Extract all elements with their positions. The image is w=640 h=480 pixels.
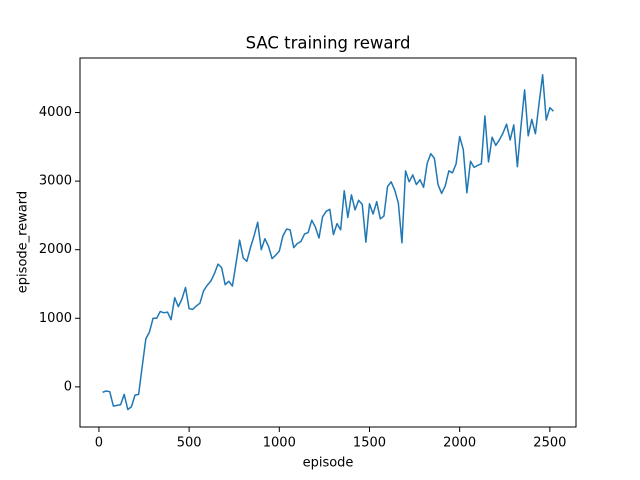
plot-frame <box>79 57 577 428</box>
line <box>102 74 554 411</box>
y-axis-label: episode_reward <box>16 191 31 293</box>
x-tick-label: 0 <box>95 436 103 451</box>
x-tick-label: 1500 <box>353 436 386 451</box>
y-tick-label: 3000 <box>39 174 72 189</box>
chart-title: SAC training reward <box>246 34 411 53</box>
y-tick-label: 4000 <box>39 105 72 120</box>
y-tick-label: 2000 <box>39 242 72 257</box>
x-tick-label: 2500 <box>533 436 566 451</box>
x-tick-label: 2000 <box>443 436 476 451</box>
x-axis-label: episode <box>303 456 354 471</box>
x-tick-label: 1000 <box>263 436 296 451</box>
y-tick-label: 0 <box>64 379 72 394</box>
x-tick-label: 500 <box>177 436 202 451</box>
y-tick-label: 1000 <box>39 311 72 326</box>
